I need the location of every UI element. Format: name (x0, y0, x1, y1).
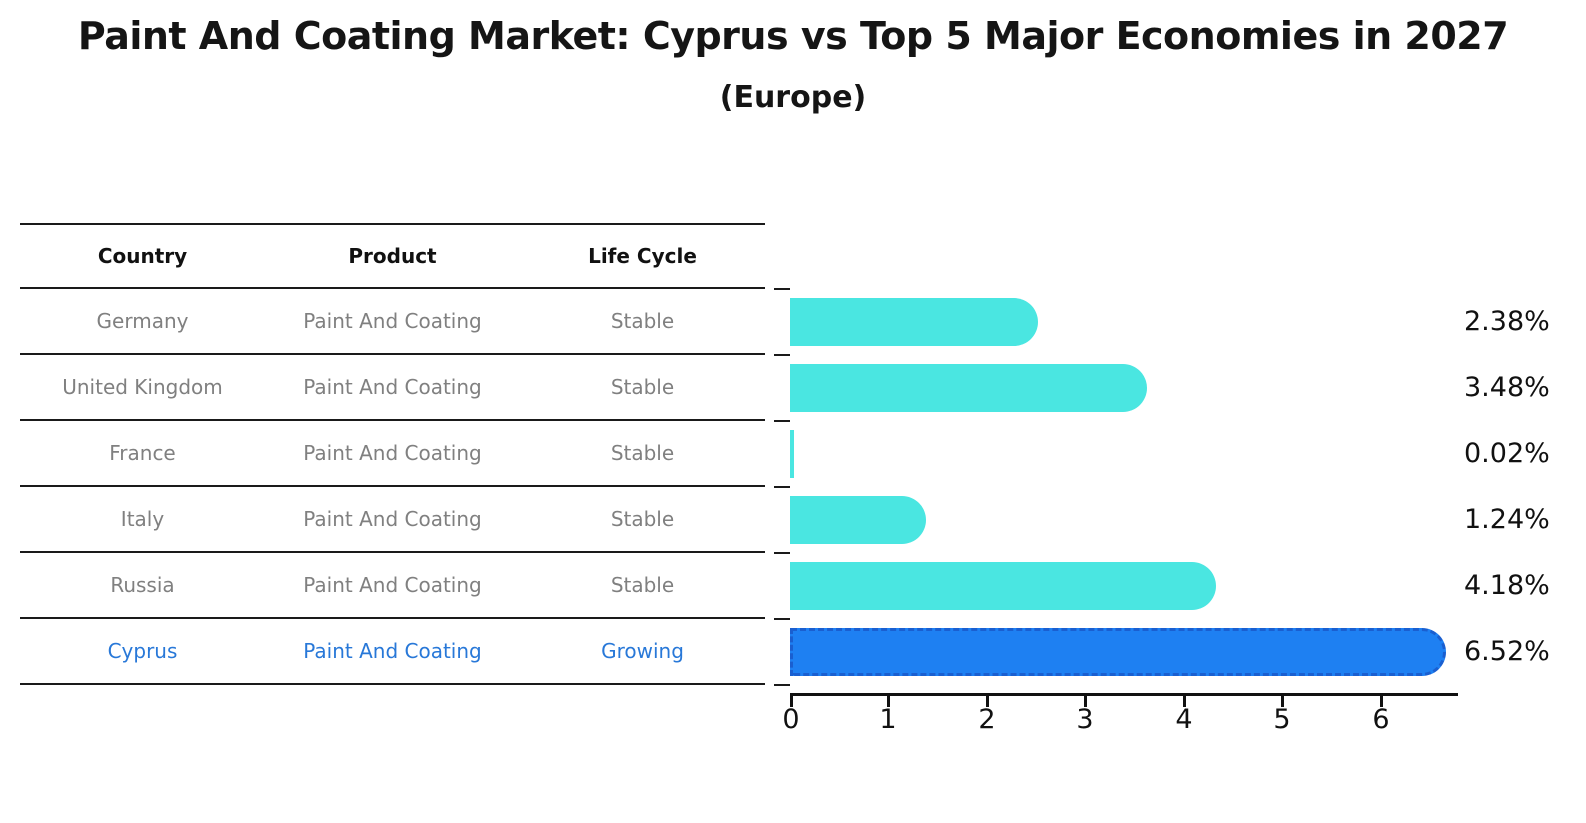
cell-product: Paint And Coating (303, 441, 482, 465)
value-label: 3.48% (1464, 372, 1550, 403)
y-axis-tick (774, 552, 790, 554)
cell-country: United Kingdom (62, 375, 223, 399)
cell-lifecycle: Stable (610, 507, 675, 531)
bar-russia (790, 562, 1216, 610)
value-label: 2.38% (1464, 306, 1550, 337)
column-header-country: Country (97, 244, 188, 268)
x-tick-label: 1 (879, 704, 897, 735)
x-tick-label: 2 (978, 704, 996, 735)
value-label: 4.18% (1464, 570, 1550, 601)
bar-row-cyprus: 6.52% (790, 619, 1586, 685)
table-header-row: Country Product Life Cycle (20, 223, 765, 289)
cell-country: Cyprus (107, 639, 178, 663)
table-row-germany: Germany Paint And Coating Stable (20, 289, 765, 355)
bar-united-kingdom (790, 364, 1147, 412)
bar-row-russia: 4.18% (790, 553, 1586, 619)
table-row-italy: Italy Paint And Coating Stable (20, 487, 765, 553)
cell-product: Paint And Coating (303, 573, 482, 597)
cell-product: Paint And Coating (303, 639, 482, 663)
cell-lifecycle: Stable (610, 375, 675, 399)
bar-row-united-kingdom: 3.48% (790, 355, 1586, 421)
bar-row-france: 0.02% (790, 421, 1586, 487)
x-axis-ticks (790, 696, 1490, 708)
cell-country: Germany (96, 309, 189, 333)
column-header-lifecycle: Life Cycle (588, 244, 697, 268)
y-axis-tick (774, 618, 790, 620)
x-tick-label: 4 (1175, 704, 1193, 735)
value-label: 1.24% (1464, 504, 1550, 535)
cell-lifecycle: Stable (610, 309, 675, 333)
y-axis-tick (774, 354, 790, 356)
value-label: 6.52% (1464, 636, 1550, 667)
x-tick-label: 3 (1076, 704, 1094, 735)
cell-product: Paint And Coating (303, 375, 482, 399)
value-label: 0.02% (1464, 438, 1550, 469)
y-axis-tick (774, 684, 790, 686)
bar-germany (790, 298, 1039, 346)
x-tick (1084, 696, 1087, 707)
bar-france (790, 430, 794, 478)
bar-cyprus (790, 628, 1447, 676)
table-row-russia: Russia Paint And Coating Stable (20, 553, 765, 619)
bar-row-germany: 2.38% (790, 289, 1586, 355)
x-tick (790, 696, 793, 707)
x-tick-label: 5 (1273, 704, 1291, 735)
cell-country: Russia (110, 573, 175, 597)
x-tick-label: 0 (782, 704, 800, 735)
cell-product: Paint And Coating (303, 309, 482, 333)
x-tick (1380, 696, 1383, 707)
x-tick (986, 696, 989, 707)
cell-lifecycle: Stable (610, 573, 675, 597)
table-row-france: France Paint And Coating Stable (20, 421, 765, 487)
bar-chart: 2.38% 3.48% 0.02% 1.24% 4.18% 6.52% (774, 288, 1586, 686)
country-table: Country Product Life Cycle Germany Paint… (20, 223, 765, 685)
table-row-united-kingdom: United Kingdom Paint And Coating Stable (20, 355, 765, 421)
x-tick (1183, 696, 1186, 707)
table-row-cyprus: Cyprus Paint And Coating Growing (20, 619, 765, 685)
x-axis-labels: 0 1 2 3 4 5 6 (782, 704, 1490, 738)
x-tick (887, 696, 890, 707)
x-tick-label: 6 (1372, 704, 1390, 735)
y-axis-tick (774, 486, 790, 488)
page-title: Paint And Coating Market: Cyprus vs Top … (77, 14, 1509, 58)
cell-country: France (109, 441, 176, 465)
bar-row-italy: 1.24% (790, 487, 1586, 553)
y-axis-tick (774, 288, 790, 290)
bar-italy (790, 496, 927, 544)
x-axis-line (790, 693, 1458, 696)
x-tick (1281, 696, 1284, 707)
cell-product: Paint And Coating (303, 507, 482, 531)
y-axis-tick (774, 420, 790, 422)
cell-lifecycle: Growing (601, 639, 684, 663)
page-subtitle: (Europe) (719, 80, 867, 115)
column-header-product: Product (348, 244, 437, 268)
cell-lifecycle: Stable (610, 441, 675, 465)
cell-country: Italy (120, 507, 165, 531)
